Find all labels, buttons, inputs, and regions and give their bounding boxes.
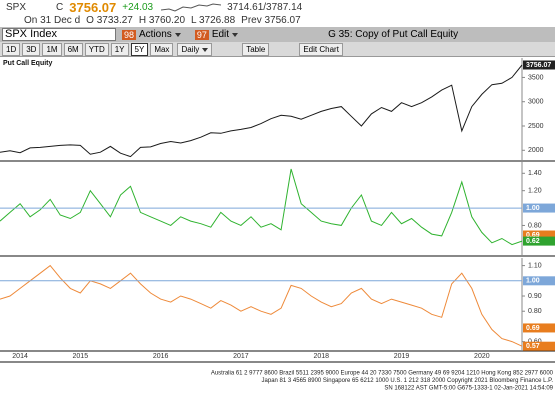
y-tick-label: 3000 xyxy=(528,99,544,106)
value-box-label: 1.00 xyxy=(526,205,540,212)
open: O 3733.27 xyxy=(86,15,133,26)
value-box-label: 0.69 xyxy=(526,325,540,332)
value-box-label: 0.57 xyxy=(526,343,540,350)
y-tick-label: 1.10 xyxy=(528,262,542,269)
change: +24.03 xyxy=(122,1,154,13)
x-tick-label: 2015 xyxy=(73,353,89,360)
y-tick-label: 0.80 xyxy=(528,308,542,315)
x-tick-label: 2018 xyxy=(313,353,329,360)
y-tick-label: 0.80 xyxy=(528,222,542,229)
actions-number: 98 xyxy=(122,29,137,40)
day-range: 3714.61/3787.14 xyxy=(227,1,303,13)
y-tick-label: 1.20 xyxy=(528,188,542,195)
toolbar: SPX Index 98 Actions 97 Edit G 35: Copy … xyxy=(0,27,555,42)
x-tick-label: 2017 xyxy=(233,353,249,360)
series-line xyxy=(0,264,523,347)
x-tick-label: 2019 xyxy=(394,353,410,360)
table-button[interactable]: Table xyxy=(242,42,270,56)
edit-number: 97 xyxy=(194,29,209,40)
period-button[interactable]: Max xyxy=(150,42,174,56)
edit-menu[interactable]: Edit xyxy=(211,29,230,40)
series-line xyxy=(0,64,523,158)
edit-chart-button[interactable]: Edit Chart xyxy=(299,42,343,56)
y-tick-label: 0.90 xyxy=(528,293,542,300)
value-box-label: 1.00 xyxy=(526,278,540,285)
low: L 3726.88 xyxy=(191,15,236,26)
footer-text: SN 168122 AST GMT-5:00 G675-1333-1 02-Ja… xyxy=(384,386,553,392)
value-box-label: 0.62 xyxy=(526,238,540,245)
series-line xyxy=(0,168,523,246)
button-row: 1D 3D 1M 6M YTD 1Y 5Y Max Daily Table Edit Char… xyxy=(0,42,555,57)
frequency: Daily xyxy=(181,44,200,54)
ohlc-row: On 31 Dec d O 3733.27 H 3760.20 L 3726.8… xyxy=(0,14,555,27)
prev: Prev 3756.07 xyxy=(241,15,301,26)
security-input[interactable]: SPX Index xyxy=(2,28,116,41)
value-box xyxy=(523,60,555,70)
value-box xyxy=(523,230,555,240)
y-tick-label: 2000 xyxy=(528,147,544,154)
x-tick-label: 2016 xyxy=(153,353,169,360)
x-tick-label: 2020 xyxy=(474,353,490,360)
chart-name: G 35: Copy of Put Call Equity xyxy=(328,29,459,40)
ticker: SPX xyxy=(6,1,27,13)
footer-text: Japan 81 3 4565 8900 Singapore 65 6212 1… xyxy=(262,378,554,384)
y-tick-label: 3500 xyxy=(528,74,544,81)
high: H 3760.20 xyxy=(138,15,186,26)
frequency-select[interactable]: Daily xyxy=(177,42,213,56)
dropdown-arrow xyxy=(174,32,181,37)
value-box xyxy=(523,323,555,333)
dropdown-arrow xyxy=(202,47,209,52)
close: 3756.07 xyxy=(69,0,117,15)
period-button[interactable]: 6M xyxy=(63,42,83,56)
x-tick-label: 2014 xyxy=(12,353,28,360)
period-button[interactable]: 3D xyxy=(22,42,41,56)
period-button[interactable]: 1M xyxy=(42,42,62,56)
value-box xyxy=(523,341,555,351)
chart-area: Put Call Equity 2000 2500 3000 3500 3756.07 0.… xyxy=(0,58,555,392)
value-box-label: 0.69 xyxy=(526,232,540,239)
sparkline xyxy=(161,3,222,12)
close-label: C xyxy=(56,1,64,13)
footer-text: Australia 61 2 9777 8600 Brazil 5511 239… xyxy=(211,371,554,377)
actions-menu[interactable]: Actions xyxy=(139,29,172,40)
dropdown-arrow xyxy=(232,32,239,37)
y-tick-label: 2500 xyxy=(528,123,544,130)
period-buttons: 1D 3D 1M 6M YTD 1Y 5Y Max xyxy=(0,42,174,56)
y-tick-label: 1.40 xyxy=(528,170,542,177)
value-box xyxy=(523,203,555,213)
period-button[interactable]: 1Y xyxy=(110,42,129,56)
period-button[interactable]: YTD xyxy=(84,42,109,56)
period-button[interactable]: 5Y xyxy=(130,42,149,56)
period-button[interactable]: 1D xyxy=(2,42,21,56)
value-box xyxy=(523,276,555,286)
date: On 31 Dec d xyxy=(24,15,81,26)
value-box xyxy=(523,236,555,246)
value-box-label: 3756.07 xyxy=(526,62,551,69)
quote-row: SPX C 3756.07 +24.03 3714.61/3787.14 xyxy=(0,0,555,15)
panel-title: Put Call Equity xyxy=(3,60,53,67)
